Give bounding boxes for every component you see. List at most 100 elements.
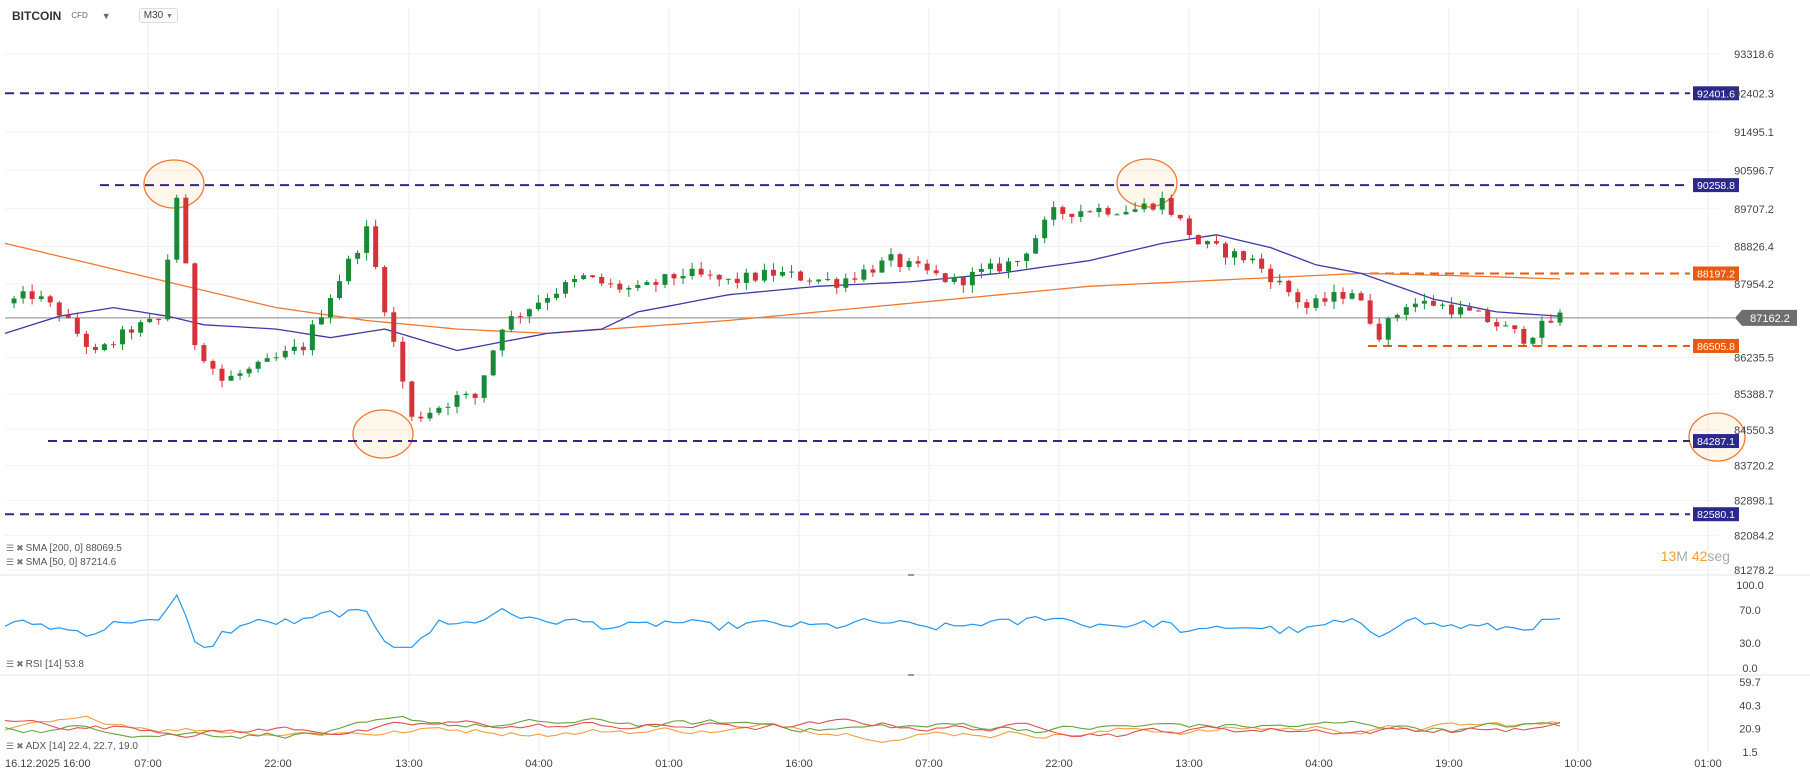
settings-icon[interactable]: ☰ (6, 659, 15, 669)
candle-body (924, 263, 930, 271)
candle-body (219, 368, 225, 381)
candle-body (581, 275, 587, 280)
y-tick-label: 88826.4 (1734, 242, 1774, 254)
candle-body (129, 329, 135, 333)
candle-body (572, 279, 578, 283)
candle-body (1286, 280, 1292, 293)
candle-body (1494, 322, 1500, 327)
legend-sma50[interactable]: ☰ ✖ SMA [50, 0] 87214.6 (6, 557, 116, 568)
candle-body (1304, 302, 1310, 308)
y-tick-label: 93318.6 (1734, 49, 1774, 61)
candle-body (1006, 261, 1012, 272)
candle-body (1078, 211, 1084, 217)
candle-body (1159, 197, 1165, 210)
settings-icon[interactable]: ☰ (6, 557, 15, 567)
close-icon[interactable]: ✖ (16, 659, 24, 669)
candle-body (807, 280, 813, 282)
candle-body (192, 263, 198, 346)
candle-body (38, 296, 44, 299)
close-icon[interactable]: ✖ (16, 543, 24, 553)
candle-body (237, 373, 243, 376)
price-levels: 92401.6 90258.8 88197.2 86505.8 84287.1 82580… (5, 86, 1797, 522)
candle-body (1241, 251, 1247, 261)
candle-body (1250, 258, 1256, 261)
candle-body (951, 277, 957, 282)
legend-sma200[interactable]: ☰ ✖ SMA [200, 0] 88069.5 (6, 543, 122, 554)
candle-body (789, 271, 795, 273)
candle-body (590, 275, 596, 278)
candle-body (544, 298, 550, 303)
candle-body (1033, 238, 1039, 254)
settings-icon[interactable]: ☰ (6, 741, 15, 751)
candle-body (1439, 304, 1445, 306)
candle-body (74, 317, 80, 334)
price-level-label: 84287.1 (1697, 436, 1735, 448)
candle-body (933, 270, 939, 274)
price-level-tag (1693, 507, 1739, 522)
candle-body (373, 226, 379, 268)
candle-body (282, 350, 288, 358)
price-level-tag (1693, 338, 1739, 353)
candle-body (653, 282, 659, 285)
candle-body (1141, 203, 1147, 210)
adx-tick-label: 40.3 (1739, 700, 1760, 712)
rsi-tick-label: 100.0 (1736, 580, 1764, 592)
candle-body (608, 283, 614, 285)
x-tick-label: 19:00 (1435, 758, 1463, 770)
x-tick-label: 13:00 (395, 758, 423, 770)
y-tick-label: 91495.1 (1734, 127, 1774, 139)
legend-rsi[interactable]: ☰ ✖ RSI [14] 53.8 (6, 659, 84, 670)
candle-body (427, 412, 433, 419)
legend-sma200-label: SMA [200, 0] 88069.5 (25, 543, 122, 554)
candle-body (1403, 307, 1409, 315)
candle-body (264, 358, 270, 362)
candle-body (1485, 310, 1491, 323)
candle-body (1024, 253, 1030, 261)
timeframe-select[interactable]: M30 ▼ (138, 8, 178, 23)
candle-body (183, 197, 189, 264)
candle-body (400, 341, 406, 382)
y-tick-label: 89707.2 (1734, 204, 1774, 216)
indicator-panels (0, 574, 1810, 743)
candle-body (1186, 218, 1192, 236)
x-tick-label: 07:00 (915, 758, 943, 770)
candle-body (915, 261, 921, 264)
candle-body (409, 381, 415, 417)
y-tick-label: 85388.7 (1734, 389, 1774, 401)
candle-body (463, 393, 469, 396)
candle-body (1503, 325, 1509, 327)
candle-body (716, 274, 722, 280)
candle-body (56, 302, 62, 316)
candle-body (11, 298, 17, 304)
x-tick-label: 13:00 (1175, 758, 1203, 770)
y-tick-label: 83720.2 (1734, 460, 1774, 472)
candle-body (734, 278, 740, 283)
highlight-circle (1116, 158, 1178, 208)
symbol-name[interactable]: BITCOIN (12, 8, 62, 23)
candle-body (1539, 320, 1545, 338)
adx-tick-label: 1.5 (1742, 747, 1757, 759)
candle-body (1087, 211, 1093, 213)
settings-icon[interactable]: ☰ (6, 543, 15, 553)
candle-body (120, 329, 126, 345)
candle-body (960, 277, 966, 286)
legend-adx[interactable]: ☰ ✖ ADX [14] 22.4, 22.7, 19.0 (6, 741, 138, 752)
close-icon[interactable]: ✖ (16, 557, 24, 567)
y-tick-label: 81278.2 (1734, 565, 1774, 577)
adx-tick-label: 59.7 (1739, 677, 1760, 689)
candle-body (110, 344, 116, 346)
candle-body (1340, 292, 1346, 299)
y-tick-label: 92402.3 (1734, 88, 1774, 100)
candle-body (1168, 197, 1174, 215)
candle-body (780, 272, 785, 276)
candle-body (662, 274, 668, 285)
x-tick-label: 22:00 (1045, 758, 1073, 770)
close-icon[interactable]: ✖ (16, 741, 24, 751)
symbol-dropdown-icon[interactable]: ▼ (101, 10, 111, 21)
x-tick-label: 04:00 (1305, 758, 1333, 770)
candle-body (969, 271, 975, 286)
candle-body (906, 261, 912, 267)
y-tick-label: 84550.3 (1734, 425, 1774, 437)
candle-body (1259, 258, 1265, 269)
